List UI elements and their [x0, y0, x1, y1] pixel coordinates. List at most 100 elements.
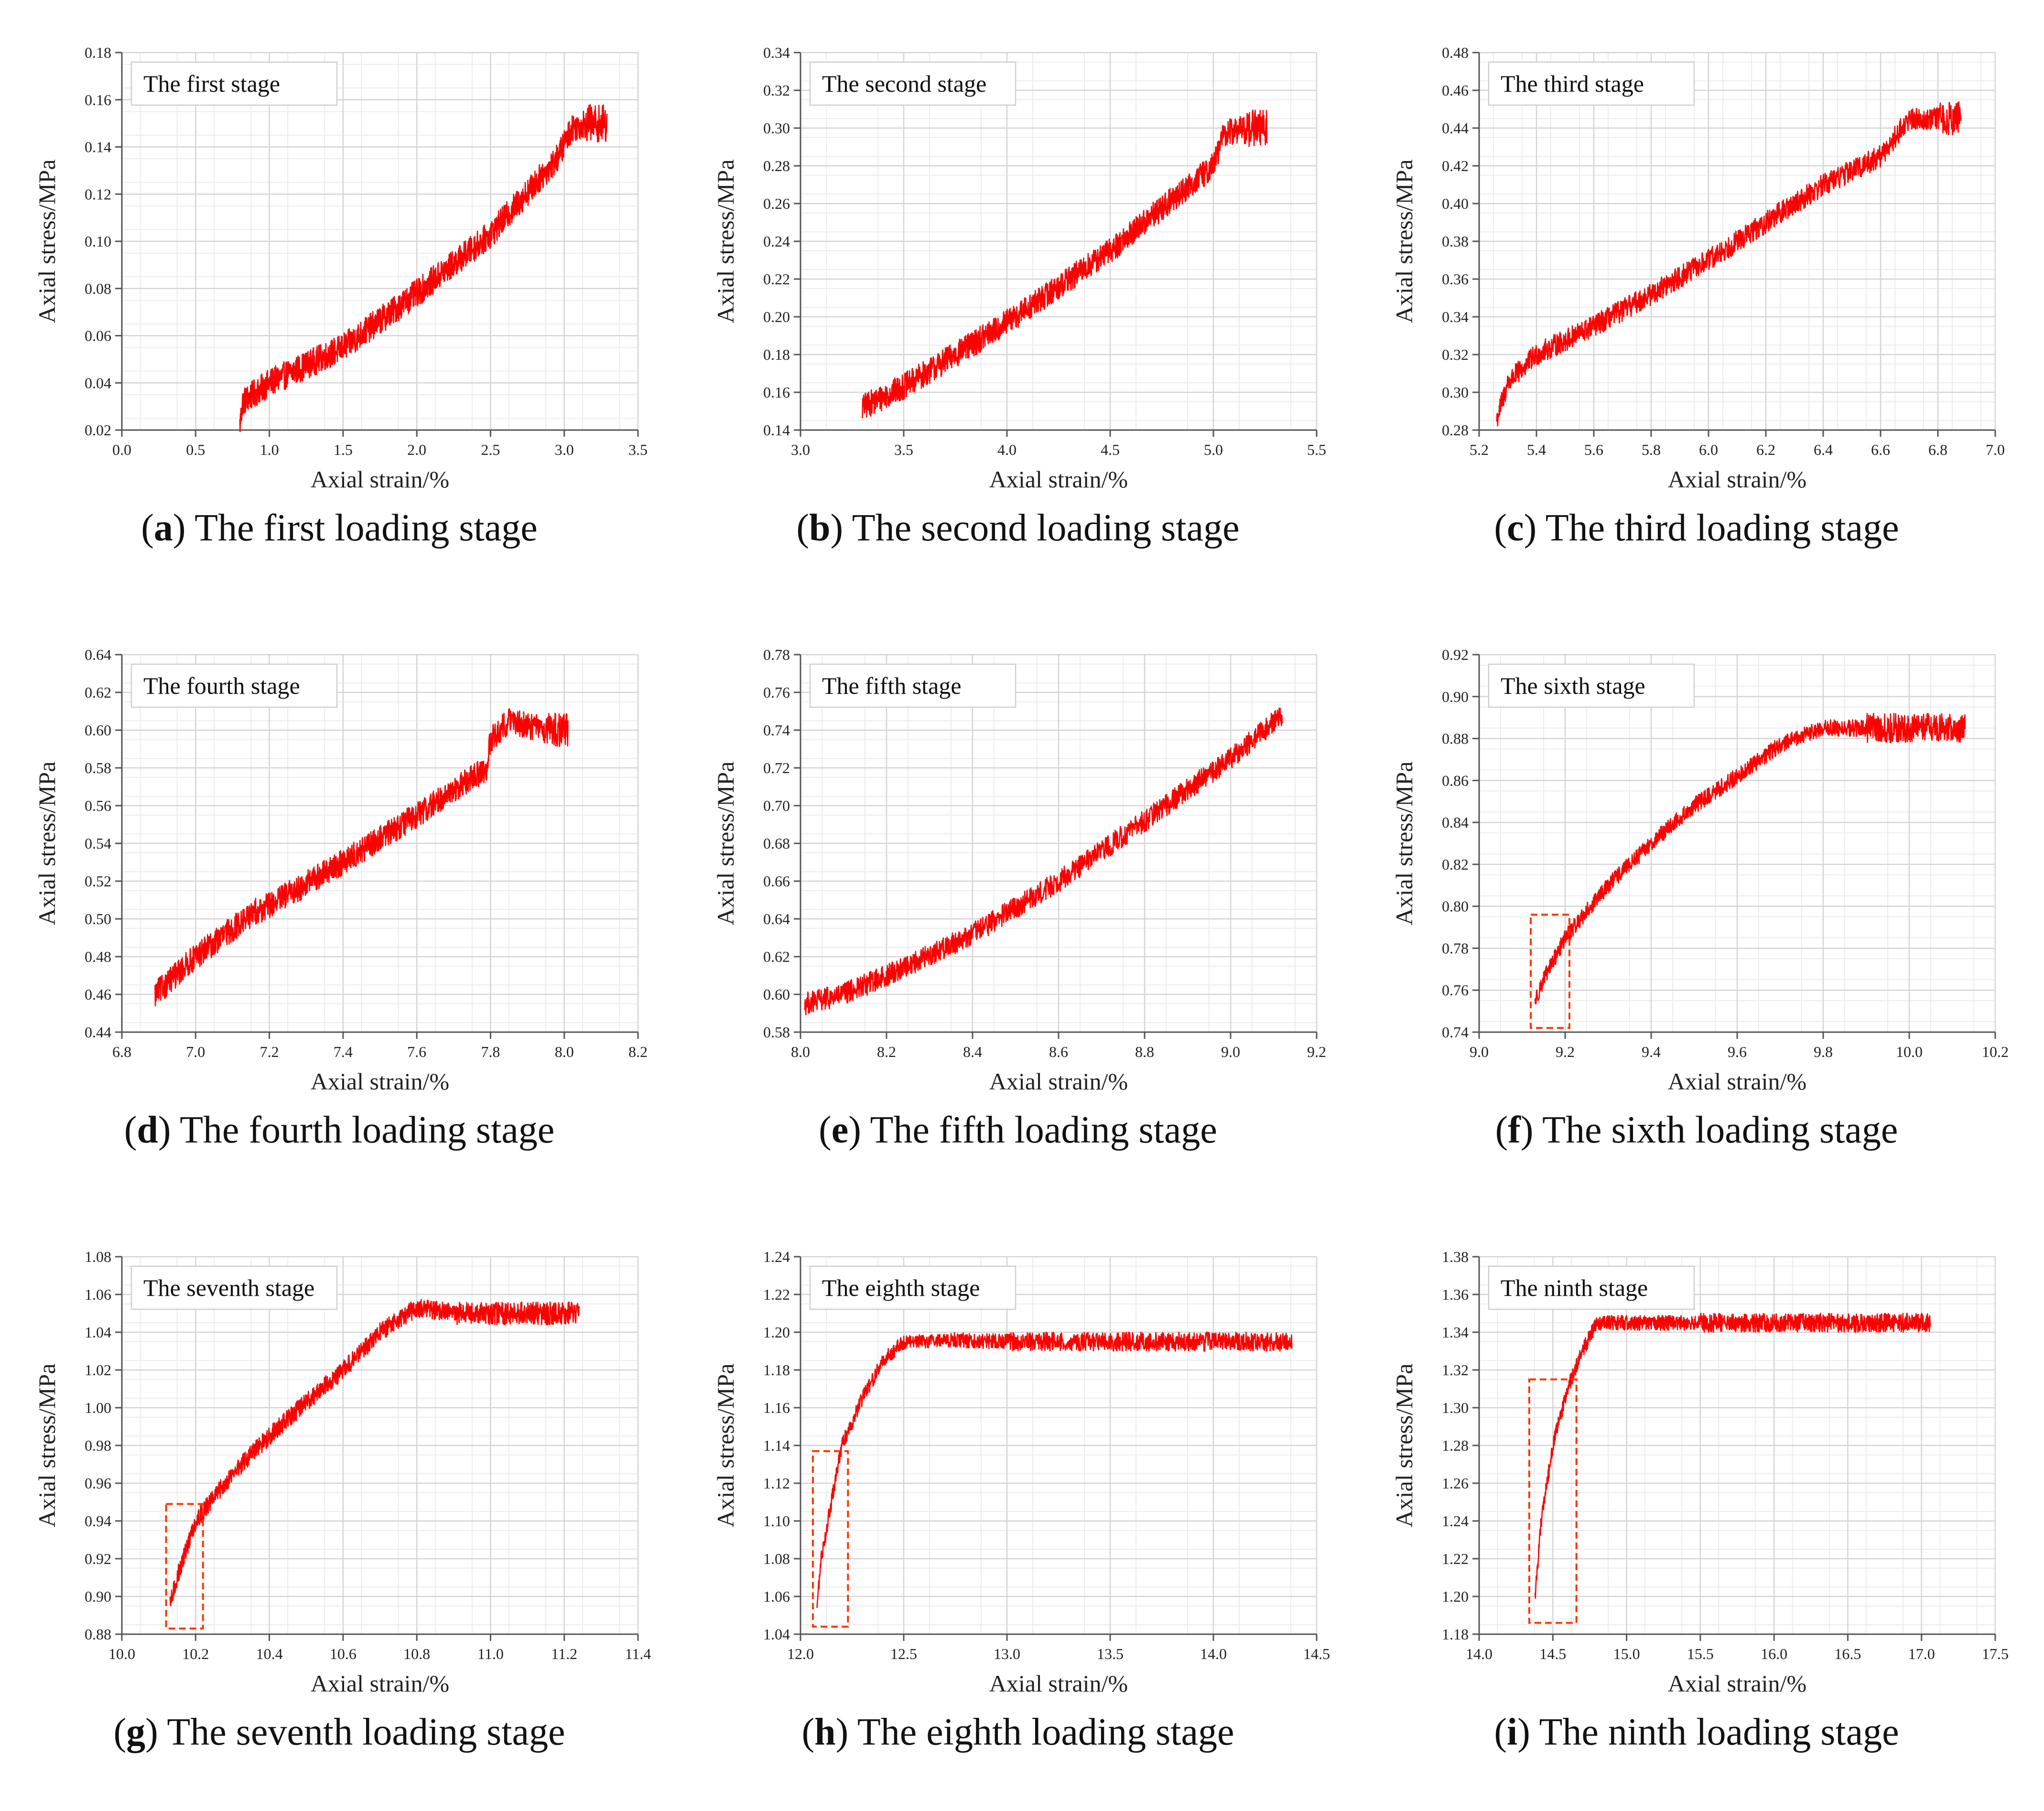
y-tick-label: 0.60	[85, 722, 111, 739]
chart-panel-i: 14.0 14.5 15.0 15.5 16.0 16.5 17.0 17.5 1.18 1.20…	[1357, 1204, 2036, 1806]
x-tick-label: 6.8	[112, 1043, 131, 1060]
x-tick-label: 9.0	[1221, 1043, 1240, 1060]
y-tick-label: 0.22	[763, 270, 790, 288]
y-tick-label: 0.64	[763, 910, 790, 927]
x-tick-label: 8.0	[555, 1043, 574, 1060]
caption-letter: c	[1507, 507, 1524, 549]
y-tick-label: 0.44	[1442, 119, 1469, 137]
y-tick-label: 0.88	[1442, 730, 1469, 747]
caption-letter: f	[1508, 1109, 1521, 1151]
y-tick-label: 0.20	[763, 308, 790, 325]
x-tick-label: 5.5	[1307, 441, 1326, 458]
y-tick-label: 0.04	[85, 374, 111, 391]
x-tick-label: 15.5	[1687, 1645, 1714, 1662]
y-tick-label: 1.06	[763, 1588, 790, 1605]
caption-letter: d	[137, 1109, 158, 1151]
y-tick-label: 0.32	[1442, 346, 1469, 363]
x-tick-label: 10.6	[330, 1645, 357, 1662]
chart-svg: 6.8 7.0 7.2 7.4 7.6 7.8 8.0 8.2 0.44 0.46 0.48 0.50…	[33, 646, 648, 1095]
x-tick-label: 3.5	[894, 441, 913, 458]
y-tick-label: 0.28	[1442, 421, 1469, 439]
y-tick-label: 0.16	[763, 384, 790, 401]
x-tick-label: 3.0	[555, 441, 574, 458]
y-tick-label: 1.36	[1442, 1286, 1469, 1303]
y-tick-label: 0.42	[1442, 157, 1469, 174]
legend-box: The second stage	[809, 61, 1017, 106]
chart-title: The first stage	[143, 70, 280, 97]
y-axis-label: Axial stress/MPa	[712, 159, 739, 323]
x-tick-label: 8.6	[1049, 1043, 1068, 1060]
x-tick-label: 16.0	[1761, 1645, 1787, 1662]
x-tick-label: 3.5	[628, 441, 648, 458]
y-tick-label: 0.48	[1442, 44, 1469, 61]
x-tick-label: 7.0	[1986, 441, 2005, 458]
chart-svg: 3.0 3.5 4.0 4.5 5.0 5.5 0.14 0.16 0.18 0.20 0.22 0.…	[712, 44, 1326, 493]
highlight-box	[165, 1503, 204, 1630]
y-tick-label: 0.88	[85, 1626, 111, 1643]
y-tick-label: 0.60	[763, 986, 790, 1003]
x-tick-label: 6.2	[1756, 441, 1775, 458]
x-tick-label: 12.5	[890, 1645, 917, 1662]
x-tick-label: 10.0	[1896, 1043, 1923, 1060]
x-tick-label: 15.0	[1613, 1645, 1640, 1662]
y-tick-label: 0.48	[85, 948, 111, 965]
y-tick-label: 0.12	[85, 185, 111, 203]
x-tick-label: 5.8	[1642, 441, 1661, 458]
y-tick-label: 0.66	[763, 873, 790, 890]
y-axis-label: Axial stress/MPa	[1391, 159, 1417, 323]
y-tick-label: 0.86	[1442, 772, 1469, 789]
y-tick-label: 0.64	[85, 646, 111, 663]
y-tick-label: 0.92	[1442, 646, 1469, 663]
y-axis-label: Axial stress/MPa	[33, 761, 60, 925]
x-tick-label: 1.0	[260, 441, 279, 458]
y-tick-label: 0.80	[1442, 898, 1469, 915]
y-tick-label: 0.32	[763, 82, 790, 99]
y-tick-label: 1.22	[763, 1286, 790, 1303]
x-tick-label: 7.4	[334, 1043, 353, 1060]
caption-letter: i	[1507, 1711, 1518, 1753]
chart-panel-e: 8.0 8.2 8.4 8.6 8.8 9.0 9.2 0.58 0.60 0.62 0.64 0.6…	[679, 602, 1357, 1204]
x-tick-label: 7.6	[407, 1043, 426, 1060]
y-tick-label: 1.26	[1442, 1475, 1469, 1492]
x-axis-label: Axial strain/%	[1668, 1670, 1806, 1697]
caption-letter: a	[153, 507, 173, 549]
legend-box: The seventh stage	[130, 1265, 338, 1310]
x-tick-label: 14.5	[1303, 1645, 1330, 1662]
x-tick-label: 14.0	[1466, 1645, 1492, 1662]
series-line	[154, 708, 569, 1007]
panel-caption: (b) The second loading stage	[796, 507, 1240, 549]
y-tick-label: 1.02	[85, 1361, 111, 1379]
x-axis-label: Axial strain/%	[989, 466, 1128, 493]
x-axis-label: Axial strain/%	[311, 1670, 449, 1697]
x-tick-label: 8.0	[791, 1043, 810, 1060]
legend-box: The fifth stage	[809, 663, 1017, 708]
y-tick-label: 0.78	[1442, 939, 1469, 957]
caption-text: The third loading stage	[1545, 507, 1899, 549]
x-tick-label: 7.8	[481, 1043, 500, 1060]
caption-text: The first loading stage	[195, 507, 538, 549]
x-axis-label: Axial strain/%	[1668, 1068, 1806, 1095]
x-tick-label: 17.0	[1908, 1645, 1935, 1662]
y-axis-label: Axial stress/MPa	[33, 1363, 60, 1527]
legend-box: The ninth stage	[1488, 1265, 1695, 1310]
x-tick-label: 4.0	[997, 441, 1017, 458]
x-tick-label: 10.0	[108, 1645, 135, 1662]
y-tick-label: 1.20	[763, 1324, 790, 1341]
x-tick-label: 8.8	[1135, 1043, 1154, 1060]
chart-panel-d: 6.8 7.0 7.2 7.4 7.6 7.8 8.0 8.2 0.44 0.46 0.48 0.50…	[0, 602, 679, 1204]
series-line	[862, 109, 1268, 419]
y-tick-label: 0.70	[763, 797, 790, 814]
x-tick-label: 9.2	[1556, 1043, 1575, 1060]
y-tick-label: 0.92	[85, 1550, 111, 1567]
y-tick-label: 0.10	[85, 233, 111, 250]
y-tick-label: 1.24	[763, 1248, 790, 1265]
x-tick-label: 3.0	[791, 441, 810, 458]
x-axis-label: Axial strain/%	[989, 1670, 1128, 1697]
y-tick-label: 0.26	[763, 195, 790, 212]
x-tick-label: 9.6	[1728, 1043, 1747, 1060]
legend-box: The sixth stage	[1488, 663, 1695, 708]
y-tick-label: 1.22	[1442, 1550, 1469, 1567]
y-tick-label: 1.20	[1442, 1588, 1469, 1605]
x-tick-label: 2.5	[481, 441, 500, 458]
legend-box: The eighth stage	[809, 1265, 1017, 1310]
